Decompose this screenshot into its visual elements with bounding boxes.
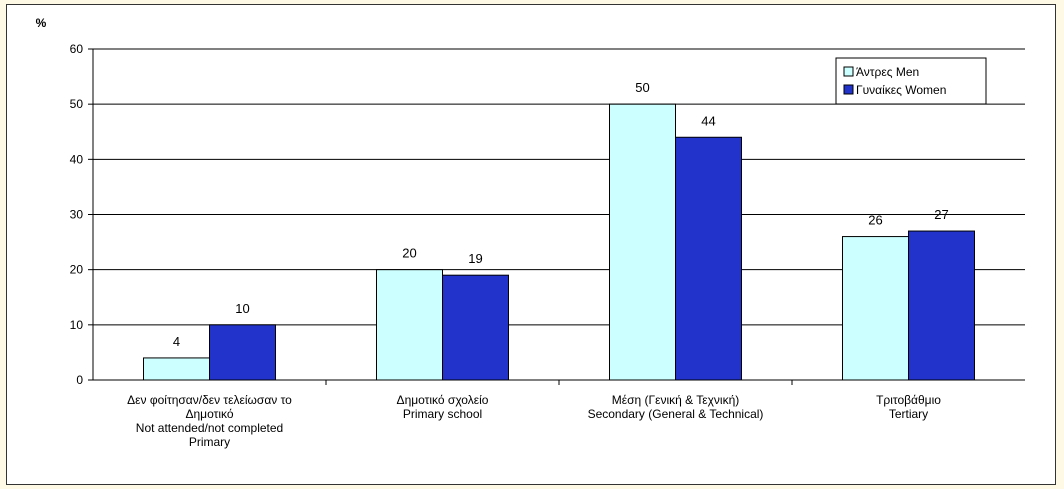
legend-swatch: [843, 66, 854, 77]
data-label: 19: [468, 251, 482, 266]
y-tick-label: 60: [70, 42, 84, 56]
legend-entry: Γυναίκες Women: [856, 83, 946, 97]
category-label: Secondary (General & Technical): [588, 407, 764, 421]
data-label: 20: [402, 246, 416, 261]
bar: [143, 357, 210, 381]
category-label: Primary school: [403, 407, 482, 421]
axes: [88, 48, 1025, 385]
data-label: 4: [173, 334, 180, 349]
legend: Άντρες Men Γυναίκες Women: [835, 57, 987, 105]
y-tick-label: 0: [76, 373, 83, 387]
legend-swatch: [843, 84, 854, 95]
bar: [442, 274, 509, 381]
legend-box: [835, 57, 987, 105]
bar-chart: 0 10 20 30 40 50 60% 4 10 Δεν φοίτησαν/δεν τελείω…: [36, 16, 1025, 449]
category-label: Tertiary: [889, 407, 928, 421]
legend-entry: Άντρες Men: [856, 65, 919, 79]
category-label: Μέση (Γενική & Τεχνική): [612, 393, 740, 407]
data-label: 27: [934, 207, 948, 222]
bar: [842, 236, 909, 381]
category-label: Δημοτικό: [185, 407, 233, 421]
category-label: Not attended/not completed: [136, 421, 283, 435]
data-label: 26: [868, 213, 882, 228]
category-label: Τριτοβάθμιο: [876, 393, 941, 407]
chart-frame: 0 10 20 30 40 50 60% 4 10 Δεν φοίτησαν/δεν τελείω…: [6, 4, 1056, 485]
y-tick-label: 10: [70, 318, 84, 332]
data-label: 44: [701, 113, 715, 128]
bar: [675, 136, 742, 381]
data-label: 10: [235, 301, 249, 316]
bars: [143, 103, 975, 381]
bar: [209, 324, 276, 381]
y-tick-label: 40: [70, 152, 84, 166]
y-tick-label: 50: [70, 97, 84, 111]
category-label: Δημοτικό σχολείο: [397, 393, 489, 407]
data-label: 50: [635, 80, 649, 95]
y-axis-label: %: [36, 16, 47, 30]
labels: 0 10 20 30 40 50 60% 4 10 Δεν φοίτησαν/δεν τελείω…: [36, 16, 949, 449]
y-tick-label: 20: [70, 263, 84, 277]
category-label: Primary: [189, 435, 230, 449]
bar: [376, 269, 443, 381]
category-label: Δεν φοίτησαν/δεν τελείωσαν το: [127, 393, 292, 407]
y-tick-label: 30: [70, 208, 84, 222]
bar: [609, 103, 676, 381]
bar: [908, 230, 975, 381]
